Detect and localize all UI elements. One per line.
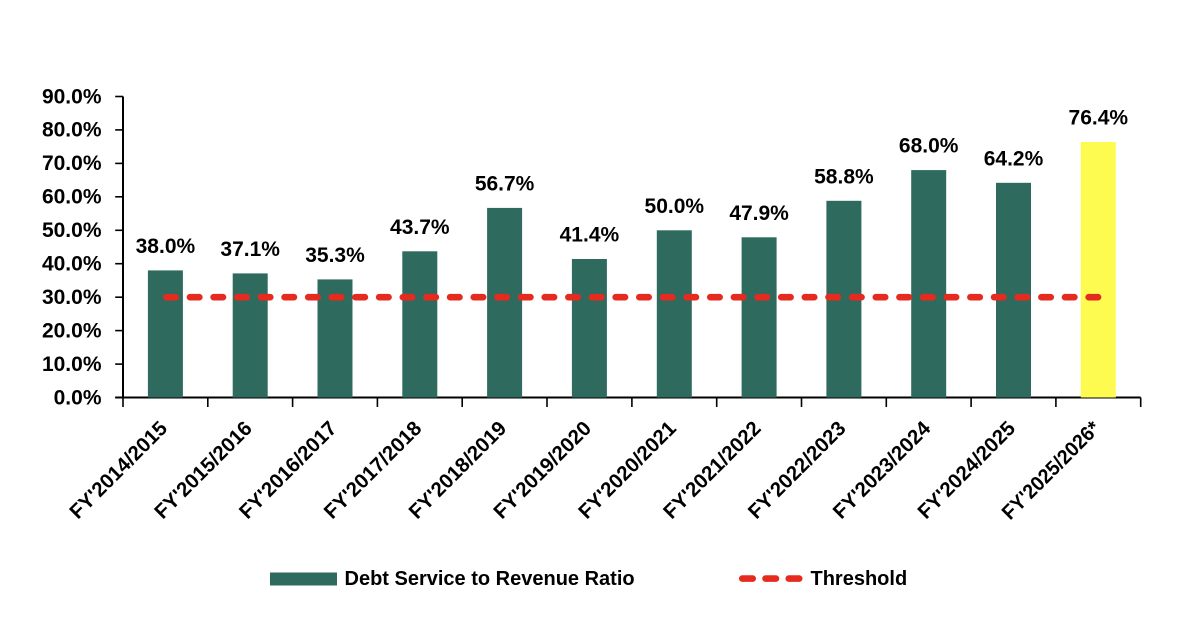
svg-text:64.2%: 64.2% (984, 147, 1044, 170)
svg-text:80.0%: 80.0% (42, 119, 102, 142)
svg-text:20.0%: 20.0% (42, 319, 102, 342)
svg-text:68.0%: 68.0% (899, 135, 959, 158)
svg-text:76.4%: 76.4% (1069, 107, 1129, 130)
svg-text:40.0%: 40.0% (42, 253, 102, 276)
svg-text:Threshold: Threshold (811, 568, 908, 590)
svg-text:37.1%: 37.1% (220, 238, 280, 261)
svg-text:43.7%: 43.7% (390, 216, 450, 239)
svg-text:50.0%: 50.0% (42, 219, 102, 242)
svg-text:0.0%: 0.0% (54, 386, 102, 409)
svg-text:50.0%: 50.0% (645, 195, 705, 218)
svg-text:58.8%: 58.8% (814, 165, 874, 188)
svg-text:41.4%: 41.4% (560, 224, 620, 247)
svg-text:47.9%: 47.9% (729, 202, 789, 225)
svg-text:Debt Service to Revenue Ratio: Debt Service to Revenue Ratio (345, 568, 635, 590)
svg-text:38.0%: 38.0% (136, 235, 196, 258)
svg-text:35.3%: 35.3% (305, 244, 365, 267)
svg-text:60.0%: 60.0% (42, 186, 102, 209)
svg-text:30.0%: 30.0% (42, 286, 102, 309)
svg-text:10.0%: 10.0% (42, 353, 102, 376)
svg-text:90.0%: 90.0% (42, 85, 102, 108)
svg-text:56.7%: 56.7% (475, 172, 535, 195)
svg-text:70.0%: 70.0% (42, 152, 102, 175)
